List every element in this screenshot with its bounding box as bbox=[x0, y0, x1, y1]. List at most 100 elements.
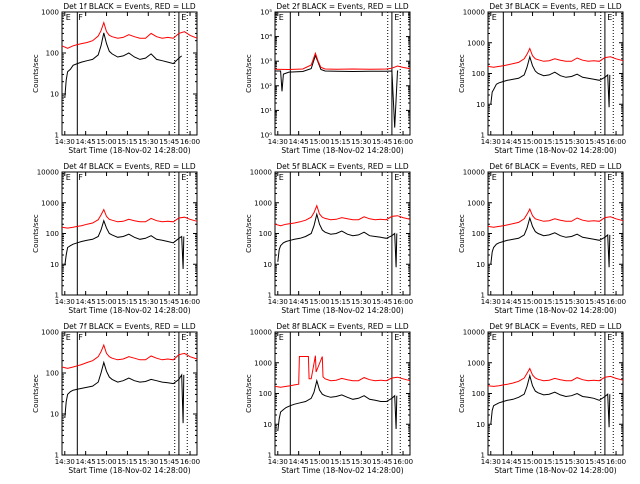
panel-title: Det 8f BLACK = Events, RED = LLD bbox=[276, 322, 409, 331]
y-axis-label: Counts/sec bbox=[32, 214, 40, 253]
marker-letter: F bbox=[78, 333, 83, 342]
x-tick-label: 15:30 bbox=[351, 298, 371, 306]
marker-letter: E bbox=[66, 333, 71, 342]
y-tick-label: 10 bbox=[50, 261, 59, 269]
x-axis-label: Start Time (18-Nov-02 14:28:00) bbox=[494, 146, 616, 155]
x-tick-label: 15:45 bbox=[372, 298, 392, 306]
x-tick-label: 15:00 bbox=[522, 458, 542, 466]
x-tick-label: 14:45 bbox=[76, 298, 96, 306]
marker-letter: E bbox=[394, 173, 399, 182]
y-axis-label: Counts/sec bbox=[458, 54, 466, 93]
y-tick-label: 1000 bbox=[254, 359, 272, 367]
x-tick-label: 15:45 bbox=[585, 298, 605, 306]
panel-title: Det 3f BLACK = Events, RED = LLD bbox=[489, 2, 622, 11]
y-tick-label: 1 bbox=[481, 132, 485, 140]
events-series-line bbox=[277, 378, 398, 432]
panel-title: Det 1f BLACK = Events, RED = LLD bbox=[63, 2, 196, 11]
marker-letter: E bbox=[279, 173, 284, 182]
x-tick-label: 15:15 bbox=[543, 298, 563, 306]
events-series-line bbox=[490, 216, 611, 268]
y-tick-label: 10000 bbox=[37, 169, 59, 177]
y-tick-label: 1000 bbox=[467, 39, 485, 47]
detector-panel: Det 9f BLACK = Events, RED = LLD 1 10 100 10… bbox=[458, 322, 626, 475]
y-tick-label: 1 bbox=[55, 292, 59, 300]
x-tick-label: 15:15 bbox=[330, 138, 350, 146]
y-tick-label: 10 bbox=[50, 411, 59, 419]
x-axis-label: Start Time (18-Nov-02 14:28:00) bbox=[281, 306, 403, 315]
x-tick-label: 14:30 bbox=[55, 458, 75, 466]
lld-series-line bbox=[487, 47, 624, 68]
x-tick-label: 14:30 bbox=[481, 458, 501, 466]
x-tick-label: 15:00 bbox=[309, 138, 329, 146]
x-tick-label: 15:15 bbox=[330, 298, 350, 306]
plot-frame bbox=[274, 171, 411, 296]
y-tick-label: 10 bbox=[263, 261, 272, 269]
y-tick-label: 10 bbox=[50, 91, 59, 99]
x-axis-label: Start Time (18-Nov-02 14:28:00) bbox=[68, 146, 190, 155]
x-tick-label: 15:00 bbox=[522, 138, 542, 146]
x-axis-label: Start Time (18-Nov-02 14:28:00) bbox=[68, 466, 190, 475]
plot-frame bbox=[487, 11, 624, 136]
x-axis-label: Start Time (18-Nov-02 14:28:00) bbox=[494, 466, 616, 475]
y-tick-label: 10⁵ bbox=[260, 9, 272, 17]
x-tick-label: 15:45 bbox=[585, 458, 605, 466]
y-tick-label: 10 bbox=[476, 421, 485, 429]
panel-title: Det 5f BLACK = Events, RED = LLD bbox=[276, 162, 409, 171]
x-tick-label: 15:00 bbox=[309, 298, 329, 306]
x-tick-label: 15:45 bbox=[159, 458, 179, 466]
marker-letter: F bbox=[78, 13, 83, 22]
x-tick-label: 15:15 bbox=[117, 458, 137, 466]
x-tick-label: 15:30 bbox=[138, 458, 158, 466]
events-series-line bbox=[64, 219, 185, 270]
detector-panel: Det 2f BLACK = Events, RED = LLD 10⁰ 10¹ 10… bbox=[245, 2, 413, 155]
y-axis-label: Counts/sec bbox=[245, 54, 253, 93]
marker-letter: E bbox=[492, 13, 497, 22]
y-tick-label: 1 bbox=[481, 452, 485, 460]
y-tick-label: 10 bbox=[263, 421, 272, 429]
x-tick-label: 16:00 bbox=[180, 138, 200, 146]
y-tick-label: 1 bbox=[55, 452, 59, 460]
y-axis-label: Counts/sec bbox=[245, 214, 253, 253]
x-tick-label: 14:45 bbox=[502, 298, 522, 306]
marker-letter: E bbox=[181, 13, 186, 22]
detector-panel: Det 8f BLACK = Events, RED = LLD 1 10 100 10… bbox=[245, 322, 413, 475]
x-tick-label: 15:30 bbox=[564, 298, 584, 306]
plot-frame bbox=[61, 331, 198, 456]
y-tick-label: 100 bbox=[472, 390, 485, 398]
marker-letter: E bbox=[181, 333, 186, 342]
x-tick-label: 16:00 bbox=[393, 138, 413, 146]
lld-series-line bbox=[487, 367, 624, 387]
x-tick-label: 16:00 bbox=[606, 298, 626, 306]
y-tick-label: 1 bbox=[268, 452, 272, 460]
detector-panel: Det 5f BLACK = Events, RED = LLD 1 10 100 10… bbox=[245, 162, 413, 315]
x-tick-label: 15:45 bbox=[372, 458, 392, 466]
x-tick-label: 16:00 bbox=[606, 138, 626, 146]
x-tick-label: 15:30 bbox=[138, 138, 158, 146]
plot-frame bbox=[274, 11, 411, 136]
y-tick-label: 10 bbox=[476, 261, 485, 269]
y-tick-label: 1 bbox=[481, 292, 485, 300]
y-tick-label: 1 bbox=[268, 292, 272, 300]
plot-frame bbox=[274, 331, 411, 456]
events-series-line bbox=[277, 212, 398, 268]
lld-series-line bbox=[274, 51, 411, 71]
y-tick-label: 10 bbox=[476, 101, 485, 109]
x-tick-label: 15:00 bbox=[522, 298, 542, 306]
x-tick-label: 14:30 bbox=[481, 138, 501, 146]
y-tick-label: 1000 bbox=[467, 199, 485, 207]
y-tick-label: 1000 bbox=[41, 329, 59, 337]
x-tick-label: 15:00 bbox=[309, 458, 329, 466]
marker-letter: E bbox=[181, 173, 186, 182]
x-tick-label: 14:30 bbox=[268, 458, 288, 466]
x-tick-label: 15:30 bbox=[564, 138, 584, 146]
lld-series-line bbox=[274, 355, 411, 388]
x-tick-label: 15:00 bbox=[96, 458, 116, 466]
marker-letter: E bbox=[492, 173, 497, 182]
marker-letter: E bbox=[279, 333, 284, 342]
plot-frame bbox=[61, 171, 198, 296]
x-tick-label: 14:45 bbox=[502, 458, 522, 466]
x-tick-label: 15:30 bbox=[351, 138, 371, 146]
marker-letter: E bbox=[66, 13, 71, 22]
x-tick-label: 14:45 bbox=[76, 138, 96, 146]
